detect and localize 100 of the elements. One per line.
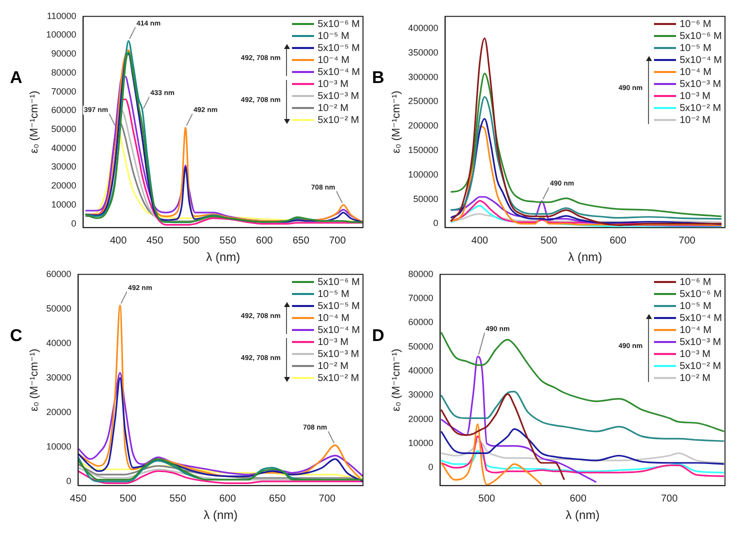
y-axis-title: ε₀ (M⁻¹cm⁻¹) (390, 90, 403, 154)
x-axis-title: λ (nm) (206, 250, 240, 264)
y-tick-label: 350000 (408, 47, 438, 58)
x-tick-label: 600 (570, 493, 587, 504)
legend-label: 10⁻⁵ M (318, 288, 350, 300)
legend-label: 5x10⁻⁴ M (318, 66, 360, 78)
legend-label: 5x10⁻⁶ M (318, 18, 360, 30)
legend-label: 10⁻² M (318, 102, 348, 114)
x-tick-label: 650 (269, 493, 286, 504)
line-series (440, 356, 598, 484)
x-tick-label: 500 (540, 235, 558, 246)
legend-label: 10⁻³ M (318, 78, 348, 90)
y-tick-label: 0 (433, 218, 438, 228)
y-tick-label: 0 (71, 218, 76, 228)
y-tick-label: 80000 (408, 268, 434, 279)
x-tick-label: 700 (660, 493, 678, 504)
line-series (450, 38, 722, 226)
legend-label: 10⁻⁵ M (318, 30, 350, 42)
legend-label: 10⁻³ M (318, 336, 348, 348)
legend-label: 10⁻⁴ M (680, 324, 712, 336)
legend-label: 5x10⁻³ M (680, 78, 722, 90)
y-tick-label: 70000 (408, 293, 434, 304)
y-tick-label: 50000 (51, 124, 76, 134)
legend-label: 5x10⁻² M (680, 360, 722, 372)
legend-label: 5x10⁻⁵ M (318, 300, 360, 312)
legend-label: 10⁻² M (680, 372, 710, 384)
legend-label: 5x10⁻⁵ M (318, 42, 360, 54)
line-series (440, 450, 725, 474)
legend-label: 5x10⁻³ M (680, 336, 722, 348)
x-tick-label: 600 (219, 493, 236, 504)
y-tick-label: 50000 (413, 194, 438, 204)
legend-label: 5x10⁻⁴ M (680, 54, 722, 66)
y-tick-label: 20000 (51, 180, 76, 191)
x-tick-label: 600 (256, 235, 274, 246)
legend-label: 5x10⁻⁶ M (680, 288, 722, 300)
x-tick-label: 500 (478, 493, 496, 504)
y-tick-label: 250000 (408, 96, 438, 106)
legend-label: 10⁻⁵ M (680, 300, 712, 312)
y-tick-label: 10000 (46, 441, 72, 452)
y-tick-label: 60000 (46, 268, 72, 279)
x-tick-label: 700 (678, 235, 696, 246)
x-tick-label: 450 (70, 493, 88, 504)
legend-label: 5x10⁻² M (318, 114, 360, 126)
x-tick-label: 450 (146, 235, 164, 246)
x-tick-label: 400 (471, 235, 489, 246)
legend-label: 5x10⁻⁶ M (680, 30, 722, 42)
y-tick-label: 400000 (408, 23, 438, 34)
x-tick-label: 650 (292, 235, 310, 246)
line-series (78, 458, 363, 481)
text: D (372, 326, 384, 346)
legend-label: 5x10⁻⁴ M (680, 312, 722, 324)
text: A (10, 68, 22, 88)
y-tick-label: 200000 (408, 120, 438, 131)
y-tick-label: 60000 (408, 317, 434, 328)
y-axis-title: ε₀ (M⁻¹cm⁻¹) (28, 348, 41, 412)
legend-label: 10⁻³ M (680, 348, 710, 360)
legend-label: 10⁻⁶ M (680, 18, 712, 30)
line-series (440, 423, 542, 486)
x-tick-label: 600 (610, 235, 627, 246)
line-series (440, 428, 725, 465)
y-tick-label: 10000 (408, 438, 434, 448)
text: B (372, 68, 384, 88)
line-series (440, 436, 725, 477)
legend-label: 5x10⁻⁶ M (318, 276, 360, 288)
x-axis-title: λ (nm) (566, 508, 600, 522)
y-tick-label: 0 (428, 462, 434, 472)
y-tick-label: 40000 (51, 142, 76, 153)
legend-label: 5x10⁻³ M (318, 90, 360, 102)
y-tick-label: 40000 (408, 366, 434, 376)
y-tick-label: 100000 (46, 30, 76, 40)
y-tick-label: 30000 (51, 162, 76, 172)
legend-label: 10⁻² M (318, 360, 348, 372)
y-tick-label: 300000 (408, 72, 438, 82)
legend-label: 10⁻² M (680, 114, 710, 126)
y-tick-label: 100000 (408, 169, 438, 180)
y-tick-label: 70000 (51, 86, 76, 96)
line-series (440, 390, 725, 442)
y-tick-label: 150000 (408, 145, 438, 156)
legend-label: 10⁻³ M (680, 90, 710, 102)
y-tick-label: 50000 (408, 341, 434, 352)
y-tick-label: 80000 (51, 67, 76, 78)
x-tick-label: 700 (318, 493, 336, 504)
legend-label: 10⁻⁵ M (680, 42, 712, 54)
x-axis-title: λ (nm) (568, 250, 602, 264)
legend-label: 5x10⁻³ M (318, 348, 360, 360)
y-tick-label: 10000 (51, 199, 76, 210)
legend-label: 5x10⁻² M (318, 372, 360, 384)
x-tick-label: 400 (110, 235, 128, 246)
text: C (10, 326, 22, 346)
y-axis-title: ε₀ (M⁻¹cm⁻¹) (390, 348, 403, 412)
y-tick-label: 20000 (408, 414, 434, 424)
legend-label: 10⁻⁴ M (318, 312, 350, 324)
x-tick-label: 500 (120, 493, 137, 504)
line-series (440, 332, 725, 432)
x-tick-label: 550 (220, 235, 237, 246)
line-series (440, 393, 566, 481)
y-tick-label: 50000 (46, 303, 72, 314)
x-tick-label: 500 (182, 235, 200, 246)
x-axis-title: λ (nm) (204, 508, 238, 522)
legend-label: 10⁻⁶ M (680, 276, 712, 288)
